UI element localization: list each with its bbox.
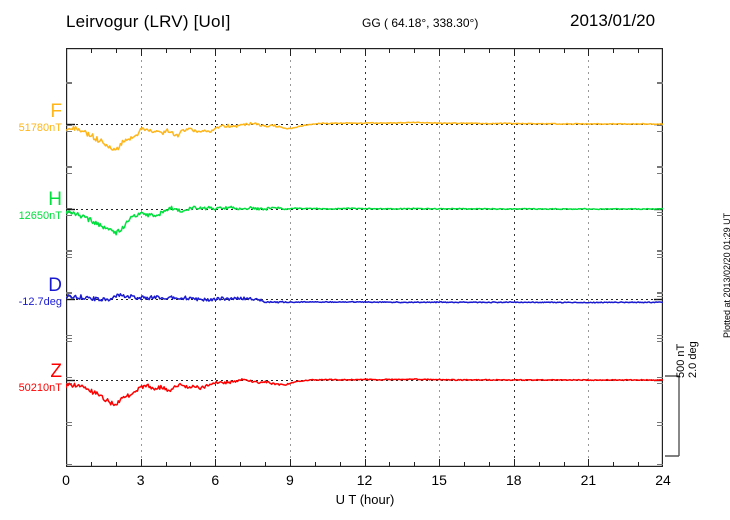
x-axis-tick-18: 18: [505, 472, 522, 488]
scale-bar-deg: 2.0 deg: [686, 341, 699, 378]
x-axis-tick-12: 12: [356, 472, 373, 488]
component-baseline-d: -12.7deg: [18, 295, 62, 308]
component-label-d: D -12.7deg: [0, 276, 62, 308]
scale-bar-nt: 500 nT: [675, 343, 687, 378]
component-label-h: H 12650nT: [0, 190, 62, 222]
x-axis-tick-9: 9: [285, 472, 294, 488]
x-axis-tick-6: 6: [211, 472, 220, 488]
x-axis-tick-3: 3: [136, 472, 145, 488]
component-symbol-z: Z: [50, 361, 62, 382]
component-symbol-h: H: [48, 189, 62, 210]
magnetogram-canvas: [66, 48, 663, 467]
geographic-coordinates: GG ( 64.18°, 338.30°): [362, 16, 479, 30]
magnetogram-plot: [66, 48, 663, 467]
component-baseline-h: 12650nT: [18, 209, 62, 222]
page-title: Leirvogur (LRV) [UoI]: [66, 12, 231, 31]
component-symbol-d: D: [48, 275, 62, 296]
component-label-z: Z 50210nT: [0, 362, 62, 394]
component-baseline-f: 51780nT: [18, 121, 62, 134]
plotted-at-stamp: Plotted at 2013/02/20 01:29 UT: [722, 212, 730, 338]
component-symbol-f: F: [50, 101, 62, 122]
component-baseline-z: 50210nT: [18, 381, 62, 394]
x-axis-tick-15: 15: [431, 472, 447, 488]
component-label-f: F 51780nT: [0, 102, 62, 134]
x-axis-tick-0: 0: [62, 472, 70, 488]
scale-bar-text: 500 nT 2.0 deg: [675, 341, 699, 378]
scale-bar: [665, 375, 680, 457]
observation-date: 2013/01/20: [570, 11, 656, 30]
x-axis-title: U T (hour): [335, 492, 395, 507]
x-axis-tick-24: 24: [655, 472, 671, 488]
x-axis-tick-21: 21: [580, 472, 597, 488]
